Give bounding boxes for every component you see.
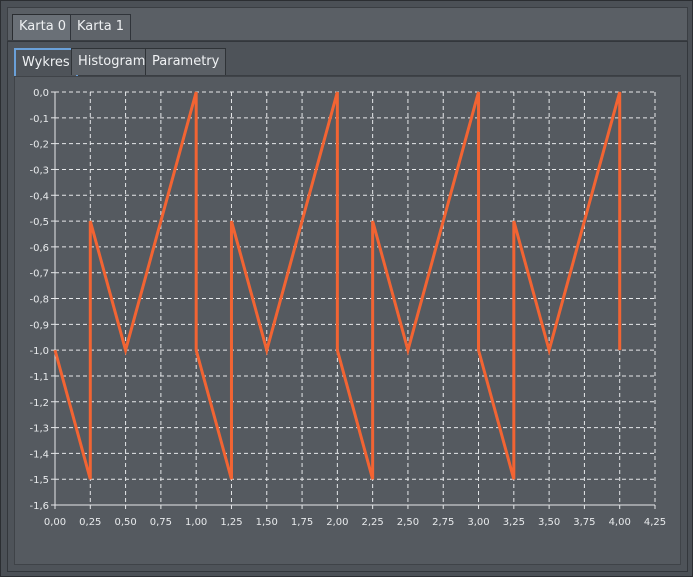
x-tick-label: 1,00: [185, 517, 207, 528]
y-tick-label: -0,2: [29, 140, 49, 151]
y-tick-label: -1,4: [29, 449, 49, 460]
x-tick-label: 1,50: [256, 517, 278, 528]
x-tick-label: 1,25: [220, 517, 242, 528]
y-tick-label: -0,3: [29, 165, 49, 176]
x-tick-label: 1,75: [291, 517, 313, 528]
x-tick-label: 0,50: [114, 517, 136, 528]
y-tick-label: -1,1: [29, 372, 49, 383]
tab-karta-1[interactable]: Karta 1: [70, 14, 132, 40]
y-tick-label: -1,5: [29, 475, 49, 486]
y-tick-label: -1,3: [29, 424, 49, 435]
y-tick-label: -0,8: [29, 295, 49, 306]
line-chart: 0,00 0,25 0,50 0,75 1,00 1,25 1,50 1,75 2,00 2,25…: [29, 88, 666, 528]
x-tick-label: 2,75: [432, 517, 454, 528]
y-tick-label: -0,4: [29, 191, 49, 202]
x-tick-label: 3,75: [573, 517, 595, 528]
y-tick-label: 0,0: [33, 88, 49, 99]
chart-panel: 0,00 0,25 0,50 0,75 1,00 1,25 1,50 1,75 2,00 2,25…: [14, 76, 681, 565]
y-tick-label: -0,1: [29, 114, 49, 125]
x-tick-label: 3,00: [467, 517, 489, 528]
x-tick-label: 4,00: [609, 517, 631, 528]
x-tick-label: 0,75: [150, 517, 172, 528]
y-tick-label: -1,0: [29, 346, 49, 357]
series-line: [53, 91, 622, 480]
x-tick-label: 4,25: [644, 517, 666, 528]
plot-area: [55, 92, 655, 505]
x-tick-label: 3,50: [538, 517, 560, 528]
tab-wykres[interactable]: Wykres: [14, 48, 78, 76]
x-tick-label: 0,25: [79, 517, 101, 528]
tab-histogram[interactable]: Histogram: [71, 48, 153, 75]
y-tick-label: -1,2: [29, 398, 49, 409]
x-tick-label: 2,50: [397, 517, 419, 528]
outer-tab-bar: Karta 0 Karta 1: [7, 7, 688, 41]
y-tick-label: -0,6: [29, 243, 49, 254]
x-tick-label: 3,25: [503, 517, 525, 528]
x-tick-label: 0,00: [44, 517, 66, 528]
x-tick-label: 2,00: [326, 517, 348, 528]
x-tick-label: 2,25: [362, 517, 384, 528]
tab-content-panel: Wykres Histogram Parametry 0,00 0,25 0,50 0…: [7, 41, 688, 572]
tab-karta-0[interactable]: Karta 0: [12, 14, 74, 40]
y-tick-label: -1,6: [29, 501, 49, 512]
y-tick-label: -0,7: [29, 269, 49, 280]
inner-tab-bar: Wykres Histogram Parametry: [14, 48, 681, 76]
y-tick-label: -0,9: [29, 320, 49, 331]
y-tick-label: -0,5: [29, 217, 49, 228]
tab-parametry[interactable]: Parametry: [145, 48, 227, 75]
